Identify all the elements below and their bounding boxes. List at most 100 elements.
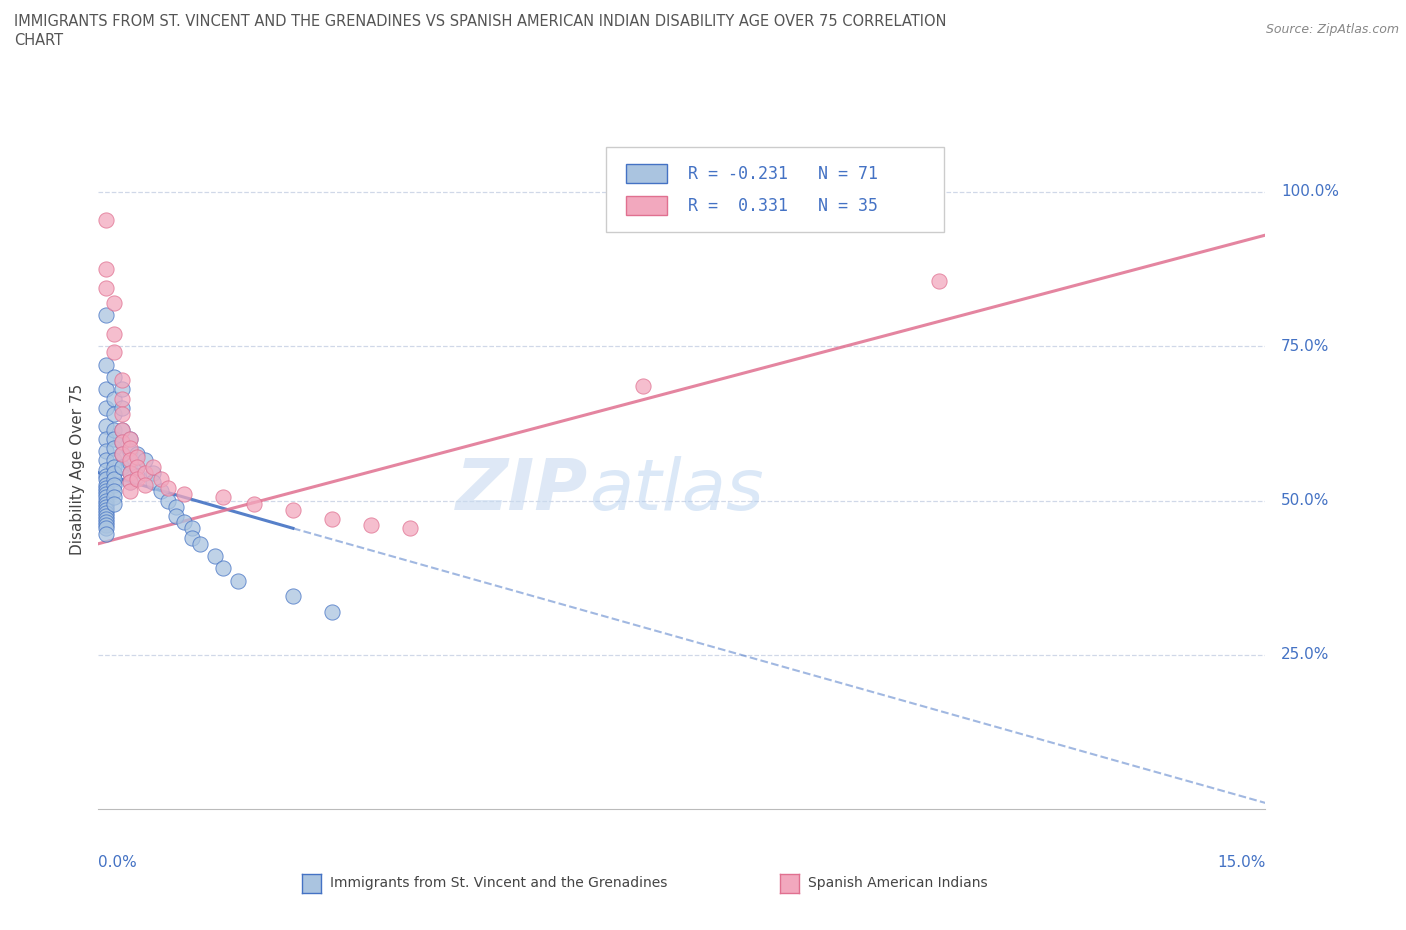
- Text: 25.0%: 25.0%: [1281, 647, 1329, 662]
- Point: [111, 434, 134, 449]
- Point: [96, 499, 118, 514]
- Point: [134, 478, 156, 493]
- Point: [111, 459, 134, 474]
- Point: [96, 502, 118, 517]
- Point: [118, 453, 141, 468]
- Point: [134, 453, 156, 468]
- Text: ZIP: ZIP: [457, 456, 589, 525]
- Point: [103, 296, 125, 311]
- Point: [228, 573, 250, 588]
- Point: [180, 530, 202, 545]
- Point: [118, 456, 141, 471]
- Point: [118, 432, 141, 446]
- Point: [398, 521, 420, 536]
- Point: [173, 514, 195, 529]
- Text: Spanish American Indians: Spanish American Indians: [808, 875, 988, 890]
- Point: [103, 441, 125, 456]
- Point: [103, 345, 125, 360]
- Point: [103, 465, 125, 480]
- Bar: [626, 196, 666, 215]
- Point: [96, 487, 118, 502]
- Point: [118, 484, 141, 498]
- Point: [96, 521, 118, 536]
- Point: [212, 561, 235, 576]
- Point: [142, 459, 165, 474]
- Text: Immigrants from St. Vincent and the Grenadines: Immigrants from St. Vincent and the Gren…: [330, 875, 668, 890]
- Point: [142, 474, 165, 489]
- Point: [96, 308, 118, 323]
- Point: [96, 280, 118, 295]
- Point: [96, 462, 118, 477]
- Point: [96, 484, 118, 498]
- Point: [111, 373, 134, 388]
- Text: 15.0%: 15.0%: [1218, 856, 1265, 870]
- Text: CHART: CHART: [14, 33, 63, 47]
- Point: [96, 509, 118, 524]
- Point: [321, 604, 343, 619]
- Point: [103, 484, 125, 498]
- Point: [103, 472, 125, 486]
- Point: [149, 472, 172, 486]
- Point: [103, 326, 125, 341]
- Point: [96, 518, 118, 533]
- Point: [243, 497, 266, 512]
- Point: [149, 484, 172, 498]
- Point: [111, 446, 134, 461]
- Point: [103, 497, 125, 512]
- Point: [96, 478, 118, 493]
- Point: [118, 465, 141, 480]
- Point: [103, 432, 125, 446]
- Point: [111, 434, 134, 449]
- Point: [188, 537, 211, 551]
- Point: [281, 502, 304, 517]
- Bar: [626, 165, 666, 183]
- Point: [96, 527, 118, 542]
- Text: R = -0.231   N = 71: R = -0.231 N = 71: [688, 165, 877, 182]
- Text: R =  0.331   N = 35: R = 0.331 N = 35: [688, 196, 877, 215]
- Point: [96, 357, 118, 372]
- Point: [103, 406, 125, 421]
- Point: [103, 422, 125, 437]
- Text: atlas: atlas: [589, 456, 763, 525]
- Point: [157, 493, 180, 508]
- Point: [96, 432, 118, 446]
- Text: 0.0%: 0.0%: [98, 856, 138, 870]
- Point: [103, 453, 125, 468]
- Point: [111, 422, 134, 437]
- Point: [180, 521, 202, 536]
- Point: [103, 392, 125, 406]
- Y-axis label: Disability Age Over 75: Disability Age Over 75: [70, 384, 86, 555]
- Point: [96, 453, 118, 468]
- Point: [173, 487, 195, 502]
- Point: [127, 472, 149, 486]
- Point: [118, 432, 141, 446]
- Point: [96, 401, 118, 416]
- Point: [103, 478, 125, 493]
- Point: [127, 459, 149, 474]
- Point: [118, 465, 141, 480]
- Point: [157, 481, 180, 496]
- Point: [631, 379, 654, 393]
- Text: 75.0%: 75.0%: [1281, 339, 1329, 353]
- Point: [360, 518, 382, 533]
- Point: [111, 446, 134, 461]
- Point: [96, 212, 118, 227]
- Point: [134, 465, 156, 480]
- Point: [96, 472, 118, 486]
- Point: [96, 382, 118, 397]
- Point: [96, 444, 118, 458]
- Point: [127, 469, 149, 484]
- Point: [127, 450, 149, 465]
- FancyBboxPatch shape: [606, 147, 945, 232]
- Point: [928, 274, 950, 289]
- Point: [96, 481, 118, 496]
- Point: [212, 490, 235, 505]
- Text: 100.0%: 100.0%: [1281, 184, 1339, 199]
- Point: [142, 465, 165, 480]
- Point: [96, 512, 118, 526]
- Point: [103, 459, 125, 474]
- Point: [165, 499, 187, 514]
- Point: [103, 490, 125, 505]
- Point: [96, 497, 118, 512]
- Point: [118, 444, 141, 458]
